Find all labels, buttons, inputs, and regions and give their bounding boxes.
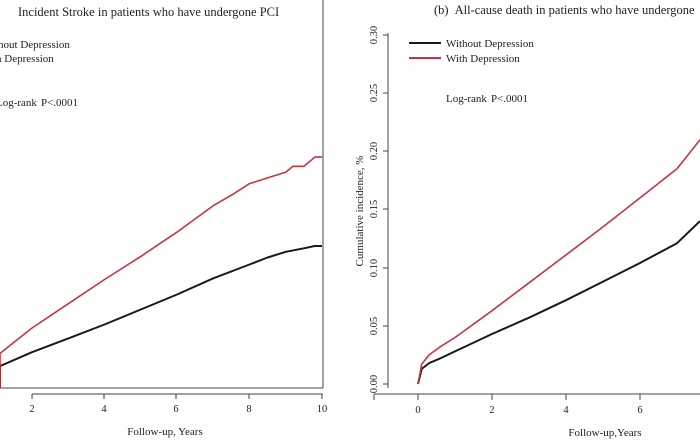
- panel-b-ytick-label: 0.25: [369, 84, 380, 102]
- panel-b-legend-with: With Depression: [446, 53, 520, 65]
- panel-b-series-line-with-depression: [417, 139, 700, 385]
- panel-b-legend-without: Without Depression: [446, 38, 534, 50]
- panel-a-xtick-label: 4: [101, 404, 107, 415]
- panel-b-ytick-label: 0.30: [369, 26, 380, 44]
- panel-a-logrank: Log-rank P<.0001: [0, 97, 78, 109]
- panel-b-series: [417, 139, 700, 385]
- panel-a-title: Incident Stroke in patients who have und…: [18, 5, 279, 19]
- panel-a-x-axis-title: Follow-up, Years: [127, 426, 202, 438]
- panel-a-pvalue: P<.0001: [41, 97, 78, 109]
- panel-b-xtick-label: 0: [415, 405, 420, 416]
- panel-a-axes: [0, 0, 324, 389]
- panel-a-xtick-label: 10: [317, 404, 328, 415]
- panel-b-label: (b): [434, 3, 449, 17]
- panel-b-x-axis-line: [373, 393, 700, 400]
- panel-b-ytick-label: 0.10: [369, 259, 380, 277]
- panel-a-xtick-label: 8: [246, 404, 251, 415]
- panel-b-ytick-label: 0.05: [369, 317, 380, 335]
- panel-a-series-line-without-depression: [0, 245, 322, 388]
- panel-b-title: (b) All-cause death in patients who have …: [434, 3, 695, 17]
- panel-b-logrank-text: Log-rank: [446, 93, 487, 105]
- panel-a-logrank-text: Log-rank: [0, 97, 37, 109]
- panel-b-y-axis-title: Cumulative incidence, %: [354, 156, 366, 267]
- panel-b-xtick-label: 6: [637, 405, 642, 416]
- panel-b-x-axis-title: Follow-up,Years: [568, 427, 641, 439]
- panel-a-xtick-label: 2: [29, 404, 34, 415]
- panel-a-series-line-with-depression: [0, 156, 322, 388]
- panel-b: (b) All-cause death in patients who have …: [354, 3, 700, 439]
- panel-a-xtick-label: 6: [173, 404, 178, 415]
- panel-b-ytick-label: 0.00: [369, 375, 380, 393]
- panel-b-title-text: All-cause death in patients who have und…: [455, 3, 695, 17]
- panel-b-pvalue: P<.0001: [491, 93, 528, 105]
- panel-b-ytick-label: 0.15: [369, 200, 380, 218]
- panel-b-logrank: Log-rank P<.0001: [446, 93, 528, 105]
- panel-b-ytick-label: 0.20: [369, 142, 380, 160]
- panel-b-series-line-without-depression: [417, 220, 700, 385]
- panel-a: Incident Stroke in patients who have und…: [0, 0, 327, 438]
- panel-a-series: [0, 156, 322, 388]
- panel-a-legend-with: With Depression: [0, 53, 54, 65]
- panel-b-xtick-label: 2: [489, 405, 494, 416]
- panel-a-legend-without: Without Depression: [0, 39, 70, 51]
- panel-b-xtick-label: 4: [563, 405, 569, 416]
